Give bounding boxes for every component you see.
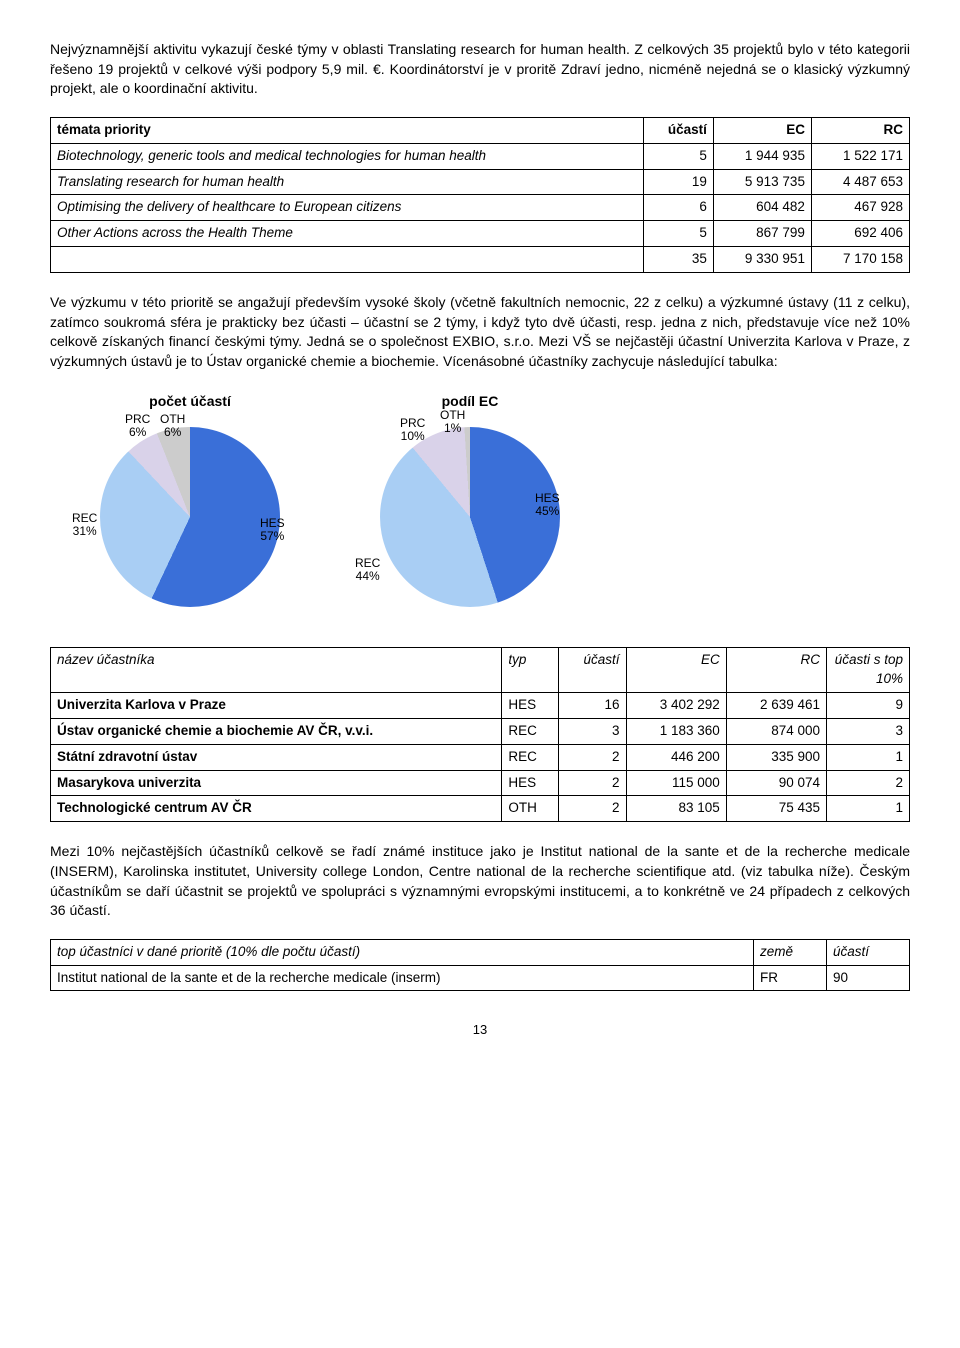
- charts-row: počet účastí HES57% REC31% PRC6% OTH6% p…: [80, 392, 910, 618]
- t3-h0: top účastníci v dané prioritě (10% dle p…: [51, 939, 754, 965]
- t1-r2c3: 467 928: [811, 195, 909, 221]
- pie2-lbl-oth: OTH1%: [440, 409, 465, 435]
- t3-r0c1: FR: [754, 965, 827, 991]
- t2-r3c3: 115 000: [626, 770, 726, 796]
- t2-r1c2: 3: [559, 718, 626, 744]
- t1-r3c1: 5: [644, 221, 714, 247]
- t1-r1c1: 19: [644, 169, 714, 195]
- t2-r4c0: Technologické centrum AV ČR: [51, 796, 502, 822]
- t2-h0: název účastníka: [51, 648, 502, 693]
- pie1-title: počet účastí: [149, 392, 231, 412]
- t2-r2c4: 335 900: [726, 744, 826, 770]
- t2-r4c5: 1: [827, 796, 910, 822]
- t2-r3c5: 2: [827, 770, 910, 796]
- t2-r2c3: 446 200: [626, 744, 726, 770]
- t2-r0c3: 3 402 292: [626, 692, 726, 718]
- pie-chart-ec-share: podíl EC HES45% REC44% PRC10% OTH1%: [360, 392, 580, 618]
- t2-r1c1: REC: [502, 718, 559, 744]
- pie1-lbl-prc: PRC6%: [125, 413, 150, 439]
- t1-r4c0: [51, 247, 644, 273]
- t1-h0: témata priority: [51, 117, 644, 143]
- t2-h1: typ: [502, 648, 559, 693]
- t2-r2c2: 2: [559, 744, 626, 770]
- t2-r0c0: Univerzita Karlova v Praze: [51, 692, 502, 718]
- pie2-lbl-hes: HES45%: [535, 492, 560, 518]
- t2-r1c4: 874 000: [726, 718, 826, 744]
- t1-h1: účastí: [644, 117, 714, 143]
- t1-r3c0: Other Actions across the Health Theme: [51, 221, 644, 247]
- t1-r1c0: Translating research for human health: [51, 169, 644, 195]
- t2-r4c2: 2: [559, 796, 626, 822]
- t2-r2c0: Státní zdravotní ústav: [51, 744, 502, 770]
- t1-r4c2: 9 330 951: [713, 247, 811, 273]
- pie1-graphic: [100, 427, 280, 607]
- t1-r0c1: 5: [644, 143, 714, 169]
- t1-r3c3: 692 406: [811, 221, 909, 247]
- t2-h4: RC: [726, 648, 826, 693]
- pie2-graphic: [380, 427, 560, 607]
- t1-r0c0: Biotechnology, generic tools and medical…: [51, 143, 644, 169]
- t1-r2c0: Optimising the delivery of healthcare to…: [51, 195, 644, 221]
- t1-h3: RC: [811, 117, 909, 143]
- t2-r4c1: OTH: [502, 796, 559, 822]
- t2-r1c0: Ústav organické chemie a biochemie AV ČR…: [51, 718, 502, 744]
- top-participants-table: top účastníci v dané prioritě (10% dle p…: [50, 939, 910, 992]
- priority-themes-table: témata priority účastí EC RC Biotechnolo…: [50, 117, 910, 273]
- t2-r4c4: 75 435: [726, 796, 826, 822]
- participants-table: název účastníka typ účastí EC RC účasti …: [50, 647, 910, 822]
- pie2-lbl-rec: REC44%: [355, 557, 380, 583]
- pie1-lbl-rec: REC31%: [72, 512, 97, 538]
- t2-r0c4: 2 639 461: [726, 692, 826, 718]
- t1-r0c3: 1 522 171: [811, 143, 909, 169]
- t2-r4c3: 83 105: [626, 796, 726, 822]
- t3-r0c2: 90: [827, 965, 910, 991]
- t1-r2c1: 6: [644, 195, 714, 221]
- t1-h2: EC: [713, 117, 811, 143]
- t1-r0c2: 1 944 935: [713, 143, 811, 169]
- t3-h2: účastí: [827, 939, 910, 965]
- t2-r2c5: 1: [827, 744, 910, 770]
- paragraph-2: Ve výzkumu v této prioritě se angažují p…: [50, 293, 910, 371]
- t2-r3c2: 2: [559, 770, 626, 796]
- t2-r2c1: REC: [502, 744, 559, 770]
- t1-r1c2: 5 913 735: [713, 169, 811, 195]
- t2-h2: účastí: [559, 648, 626, 693]
- paragraph-1: Nejvýznamnější aktivitu vykazují české t…: [50, 40, 910, 99]
- t1-r4c3: 7 170 158: [811, 247, 909, 273]
- t3-r0c0: Institut national de la sante et de la r…: [51, 965, 754, 991]
- pie1-lbl-oth: OTH6%: [160, 413, 185, 439]
- page-number: 13: [50, 1021, 910, 1039]
- t2-r3c4: 90 074: [726, 770, 826, 796]
- t2-r3c0: Masarykova univerzita: [51, 770, 502, 796]
- t2-r0c1: HES: [502, 692, 559, 718]
- t1-r4c1: 35: [644, 247, 714, 273]
- pie-chart-participations: počet účastí HES57% REC31% PRC6% OTH6%: [80, 392, 300, 618]
- t2-h5: účasti s top 10%: [827, 648, 910, 693]
- paragraph-3: Mezi 10% nejčastějších účastníků celkově…: [50, 842, 910, 920]
- t2-r0c2: 16: [559, 692, 626, 718]
- t2-h3: EC: [626, 648, 726, 693]
- pie2-lbl-prc: PRC10%: [400, 417, 425, 443]
- pie1-lbl-hes: HES57%: [260, 517, 285, 543]
- t1-r3c2: 867 799: [713, 221, 811, 247]
- t2-r0c5: 9: [827, 692, 910, 718]
- t1-r2c2: 604 482: [713, 195, 811, 221]
- t2-r1c5: 3: [827, 718, 910, 744]
- t2-r1c3: 1 183 360: [626, 718, 726, 744]
- t1-r1c3: 4 487 653: [811, 169, 909, 195]
- t3-h1: země: [754, 939, 827, 965]
- t2-r3c1: HES: [502, 770, 559, 796]
